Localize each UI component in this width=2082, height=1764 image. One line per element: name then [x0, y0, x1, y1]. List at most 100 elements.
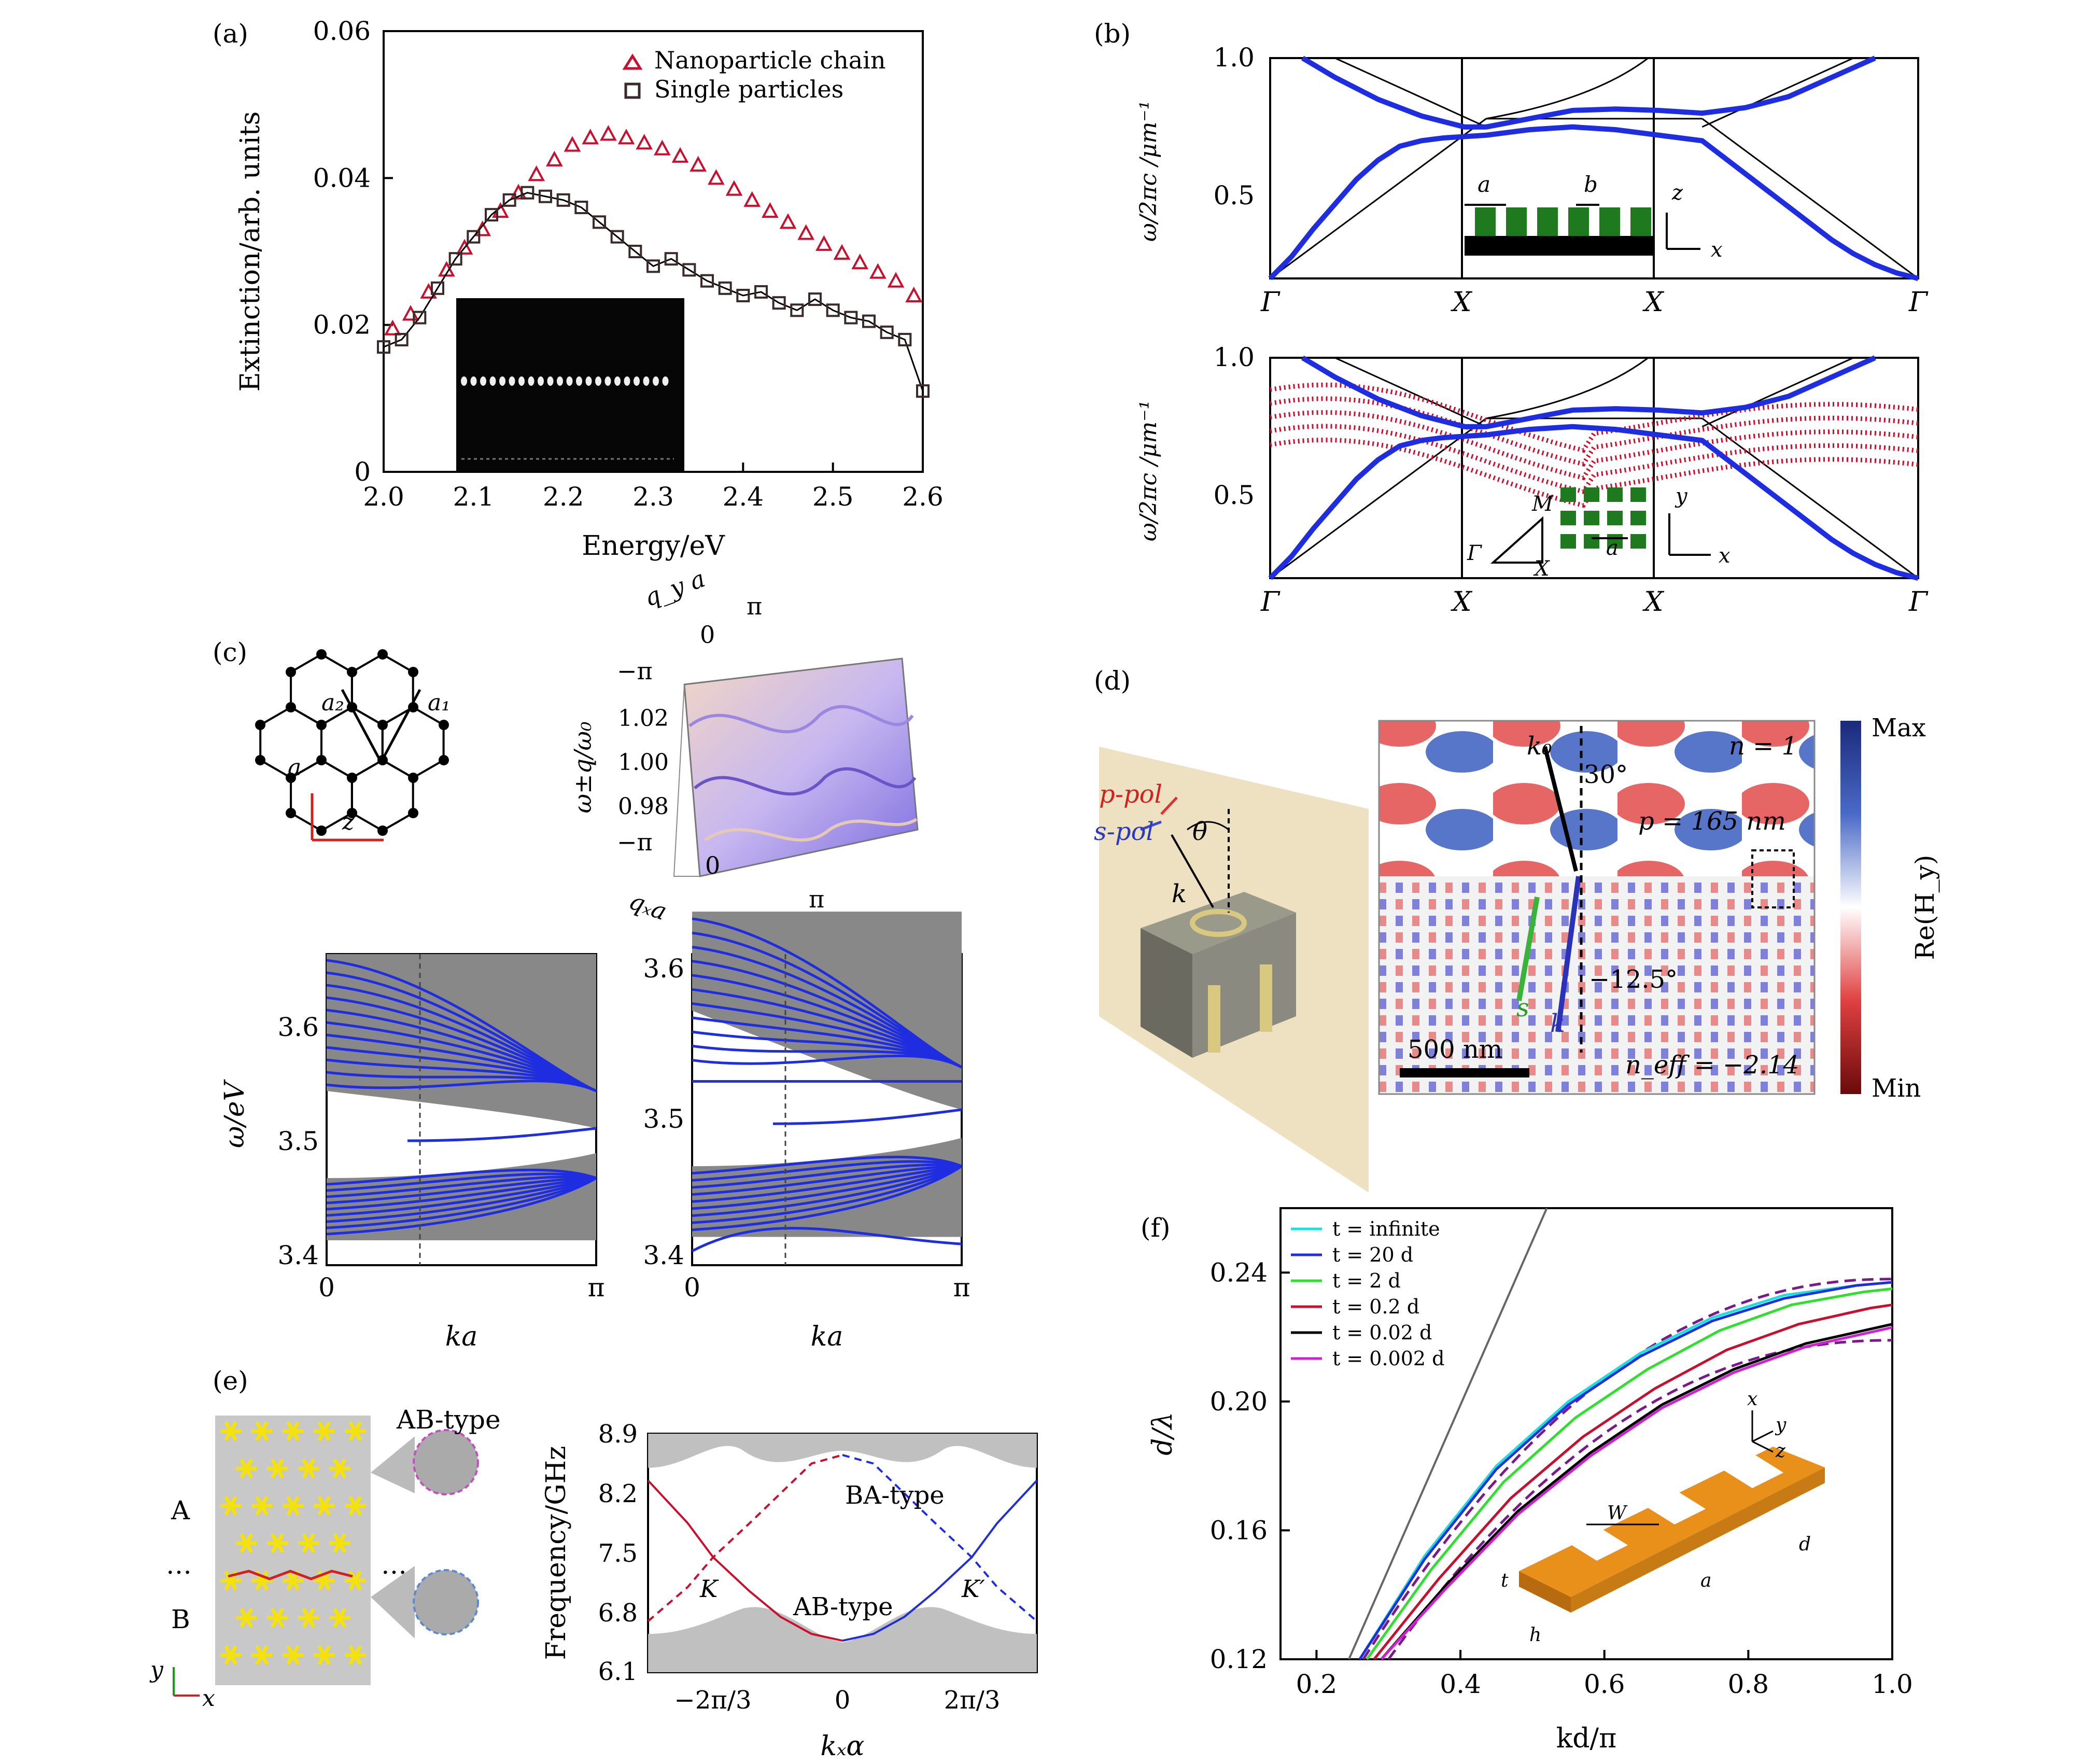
legend-single: Single particles	[654, 75, 843, 103]
f-series-line	[1380, 1326, 1893, 1660]
chain-point	[797, 224, 815, 240]
d-cb-min: Min	[1872, 1074, 1921, 1103]
c-right-ytick-35: 3.5	[643, 1104, 684, 1134]
c-left-ylabel: ω/eV	[219, 1079, 250, 1148]
single-point	[520, 186, 534, 200]
e-xtick-0: 0	[835, 1686, 851, 1715]
lattice-site	[439, 755, 449, 765]
b-top-ylabel: ω/2πc /μm⁻¹	[1135, 101, 1162, 242]
f-legend-label: t = 0.02 d	[1332, 1321, 1432, 1344]
blue-band	[1301, 355, 1876, 429]
panel-c-label: (c)	[213, 637, 247, 667]
red-band	[1270, 424, 1919, 494]
star-arm	[322, 1645, 331, 1656]
f-ylabel: d/λ	[1147, 1412, 1178, 1455]
sem-particle	[470, 376, 477, 386]
f-inset-z: z	[1775, 1440, 1786, 1462]
lattice-site	[408, 773, 418, 783]
chain-point	[599, 125, 617, 141]
a-ytick: 0.06	[313, 16, 371, 46]
sem-particle	[634, 376, 640, 386]
single-point	[395, 333, 409, 346]
c-right-xtick-0: 0	[684, 1272, 700, 1303]
lower-band	[326, 1177, 597, 1236]
c-right-ytick-36: 3.6	[643, 954, 684, 984]
honeycomb-lattice	[255, 649, 449, 842]
star-arm	[353, 1495, 362, 1507]
f-light-line	[1348, 1208, 1548, 1660]
f-inset-t: t	[1501, 1570, 1509, 1591]
blue-band	[1268, 424, 1919, 581]
hex-cell	[320, 706, 384, 779]
single-point	[377, 340, 390, 354]
lattice-a1: a₁	[428, 690, 451, 716]
single-point	[646, 259, 660, 273]
star-arm	[353, 1570, 362, 1581]
lower-band	[692, 1160, 962, 1182]
chain-point	[743, 191, 761, 207]
star-arm	[337, 1458, 347, 1469]
sem-particle	[653, 376, 659, 386]
sem-particle	[585, 376, 592, 386]
light-line	[1270, 417, 1487, 579]
chain-point	[761, 202, 779, 218]
e-AB-blue-solid	[842, 1479, 1038, 1642]
single-point	[502, 193, 516, 207]
lattice-z: z	[342, 809, 355, 835]
c3d-ytick-0: 0	[700, 621, 715, 649]
lower-band	[692, 1165, 963, 1231]
panel-a: (a) 00.020.040.06 2.0 2.1 2.2 2.3 2.4 2.5 2.6 …	[213, 16, 944, 562]
f-inset-h: h	[1529, 1625, 1541, 1646]
star-arm	[229, 1645, 238, 1656]
e-xlabel: kₓα	[820, 1731, 864, 1762]
lower-band	[326, 1168, 597, 1186]
single-point	[448, 252, 462, 266]
bulk-region	[692, 912, 962, 1110]
lattice-site	[408, 808, 418, 818]
panel-b: (b) 0.5 1.0 ω/2πc /μm⁻¹ Γ X X Γ a b z x	[1094, 19, 1929, 618]
a-ylabel: Extinction/arb. units	[235, 111, 266, 392]
e-ytick-82: 8.2	[598, 1479, 638, 1508]
sem-particle	[489, 376, 496, 386]
chain-point	[545, 150, 563, 166]
lower-band	[692, 1163, 962, 1189]
single-fit-line	[383, 192, 924, 391]
b-bot-inset-X: X	[1533, 557, 1550, 581]
single-point	[790, 303, 804, 317]
light-line	[1486, 357, 1649, 419]
panel-d: (d) p-pol s-pol θ k	[1094, 666, 1940, 1193]
legend-chain: Nanoparticle chain	[654, 46, 886, 74]
light-line	[1334, 357, 1487, 428]
f-legend-label: t = 0.2 d	[1332, 1295, 1419, 1318]
chain-point	[869, 263, 887, 279]
d-k-schematic: k	[1172, 879, 1187, 908]
c-right-xtick-pi: π	[953, 1272, 970, 1303]
chain-point	[905, 286, 923, 302]
d-angle-neg: −12.5°	[1589, 965, 1678, 994]
d-colorbar	[1840, 721, 1861, 1094]
c3d-ytick-pi: π	[747, 592, 762, 620]
star-arm	[337, 1533, 347, 1544]
star-arm	[306, 1607, 316, 1619]
f-xtick: 0.6	[1584, 1669, 1625, 1699]
edge-band	[772, 1108, 962, 1125]
a-ytick: 0.02	[313, 310, 371, 340]
d-ppol: p-pol	[1099, 780, 1162, 809]
f-inset-x: x	[1747, 1389, 1757, 1410]
sem-particle	[499, 376, 505, 386]
lattice-site	[347, 667, 357, 677]
e-ytick-75: 7.5	[598, 1539, 638, 1568]
panel-e: (e) AB-type A … … B y x 8.9 8.2 7.5 6.8 …	[149, 1366, 1038, 1762]
c3d-ytick-negpi: −π	[617, 657, 653, 685]
panel-e-label: (e)	[213, 1366, 248, 1396]
b-top-xtick-x2: X	[1642, 287, 1664, 318]
single-point	[467, 230, 481, 244]
e-axis-x: x	[202, 1685, 215, 1712]
e-ytick-68: 6.8	[598, 1599, 638, 1628]
panel-b-label: (b)	[1094, 19, 1131, 49]
lattice-site	[286, 667, 296, 677]
lower-band	[326, 1177, 597, 1217]
e-xtick-neg: −2π/3	[674, 1686, 751, 1715]
sem-particle	[576, 376, 582, 386]
chain-point	[528, 165, 545, 181]
